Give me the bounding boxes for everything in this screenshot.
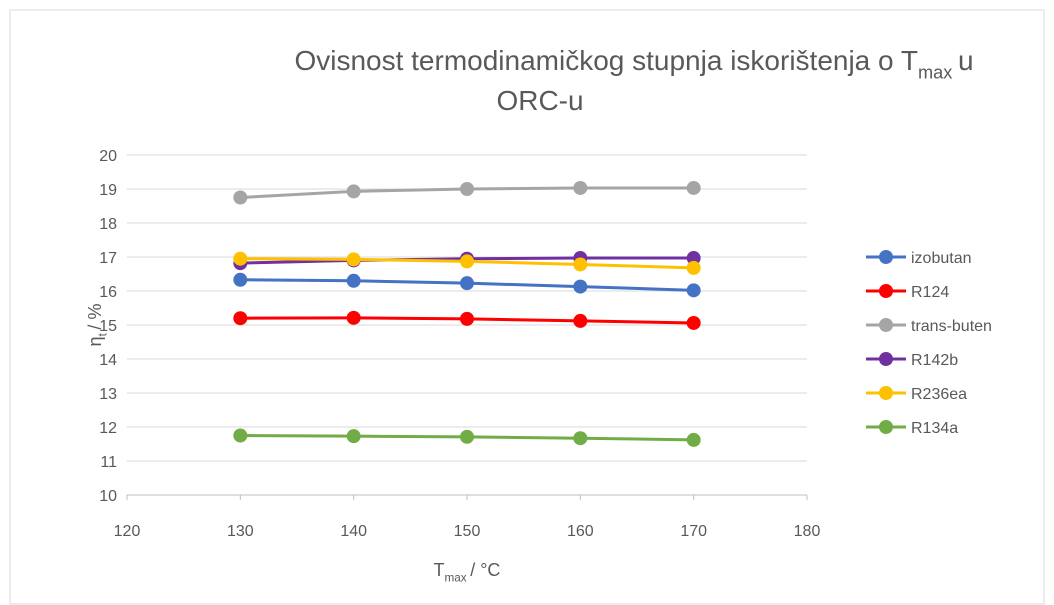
data-point — [573, 257, 588, 272]
data-point — [573, 313, 588, 328]
legend-label: R142b — [911, 352, 958, 369]
y-tick-label: 15 — [99, 318, 117, 335]
legend-marker — [879, 352, 893, 366]
data-point — [573, 431, 588, 446]
data-point — [233, 428, 248, 443]
legend-marker — [879, 250, 893, 264]
y-tick-label: 20 — [99, 148, 117, 165]
legend-marker — [879, 284, 893, 298]
y-tick-label: 14 — [99, 352, 117, 369]
data-point — [686, 180, 701, 195]
data-point — [346, 310, 361, 325]
chart-title-main: Ovisnost termodinamičkog stupnja iskoriš… — [294, 45, 918, 76]
data-point — [686, 315, 701, 330]
legend-marker — [879, 386, 893, 400]
chart-border — [9, 9, 1045, 605]
data-point — [686, 251, 701, 266]
data-point — [460, 182, 474, 196]
data-point — [686, 432, 701, 447]
data-point — [573, 279, 588, 294]
y-tick-label: 17 — [99, 250, 117, 267]
legend-label: izobutan — [911, 250, 972, 267]
y-tick-label: 16 — [99, 284, 117, 301]
x-tick-label: 130 — [227, 523, 254, 540]
x-tick-label: 140 — [340, 523, 367, 540]
data-point — [346, 184, 361, 199]
y-axis-label-sub: t — [96, 332, 109, 336]
legend-label: R134a — [911, 420, 958, 437]
y-tick-label: 11 — [100, 454, 117, 471]
legend-label: R236ea — [911, 386, 967, 403]
x-axis-label-main: T — [434, 560, 445, 580]
y-tick-label: 19 — [99, 182, 117, 199]
x-axis-label-sub: max — [445, 571, 467, 584]
data-point — [686, 283, 701, 298]
y-axis-label-rest: / % — [85, 304, 105, 330]
data-point — [346, 429, 361, 444]
data-point — [233, 311, 248, 326]
x-tick-label: 170 — [680, 523, 707, 540]
y-tick-label: 12 — [99, 420, 117, 437]
x-tick-label: 160 — [567, 523, 594, 540]
x-tick-label: 150 — [454, 523, 481, 540]
data-point — [346, 252, 361, 267]
y-axis-label: ηt / % — [85, 304, 109, 347]
data-point — [233, 190, 248, 205]
chart-title-rest: u — [958, 45, 974, 76]
x-tick-label: 120 — [114, 523, 141, 540]
data-point — [233, 272, 248, 287]
y-tick-label: 18 — [99, 216, 117, 233]
data-point — [460, 311, 474, 326]
x-axis-label: Tmax / °C — [434, 560, 501, 584]
y-tick-label: 10 — [99, 488, 117, 505]
data-point — [346, 273, 361, 288]
x-axis-label-rest: / °C — [470, 560, 500, 580]
data-point — [460, 429, 474, 444]
data-point — [233, 251, 248, 266]
x-tick-label: 180 — [794, 523, 821, 540]
legend-label: trans-buten — [911, 318, 992, 335]
y-tick-label: 13 — [99, 386, 117, 403]
data-point — [460, 276, 474, 291]
chart-title: Ovisnost termodinamičkog stupnja iskoriš… — [294, 45, 973, 82]
chart-title-sub: max — [918, 62, 952, 82]
y-axis-label-main: η — [85, 336, 105, 346]
data-point — [460, 254, 474, 269]
legend-marker — [879, 420, 893, 434]
legend-marker — [879, 318, 893, 332]
data-point — [573, 180, 588, 195]
data-point — [686, 260, 701, 275]
chart-title-line2: ORC-u — [496, 85, 583, 116]
legend-label: R124 — [911, 284, 949, 301]
